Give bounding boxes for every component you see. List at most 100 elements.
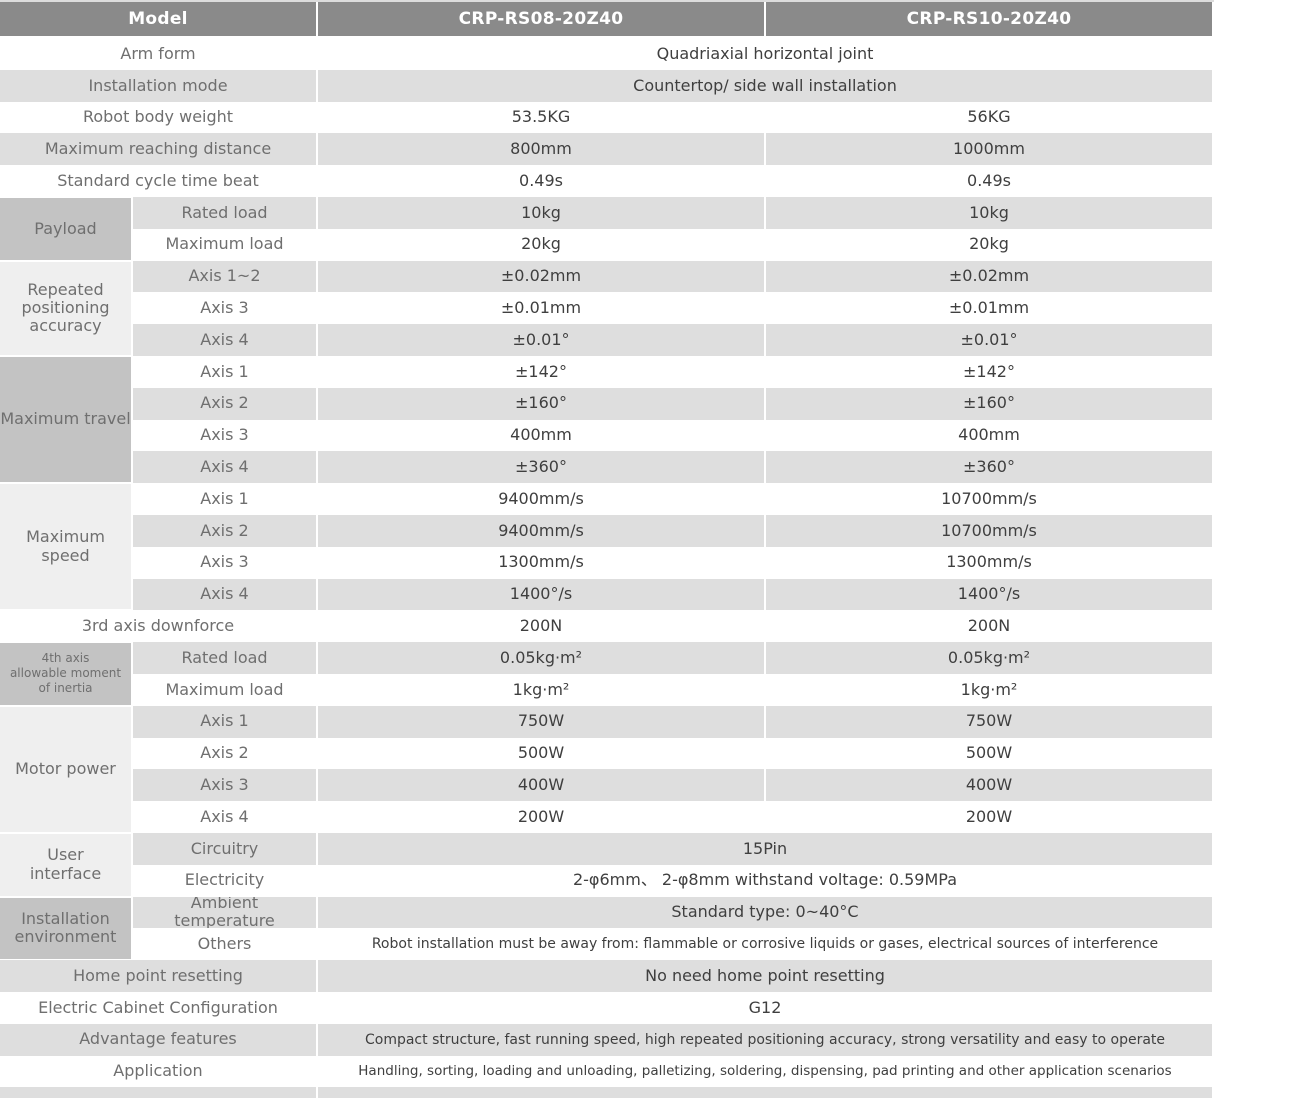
value-cell: 15Pin [318,832,1212,865]
sub-label-cell: Axis 2 [200,743,249,763]
value-cell: 400W [766,769,1212,802]
value-cell: 9400mm/s [498,488,584,508]
value-cell: 9400mm/s [318,514,764,547]
value-cell: 500W [517,743,565,763]
group-label-cell: Installation environment [0,896,131,961]
row-label-cell: Standard cycle time beat [57,170,259,190]
sub-label-cell: Axis 4 [133,324,316,356]
value-cell: 200N [967,616,1011,636]
value-cell: 200W [517,806,565,826]
sub-label-cell: Axis 1 [200,361,249,381]
sub-label-cell: Rated load [133,196,316,229]
value-cell: 1300mm/s [498,552,584,572]
group-label-cell: Maximum speed [0,483,131,611]
value-cell: 1kg·m² [512,679,570,699]
value-cell: 10kg [318,196,764,229]
value-cell: 800mm [318,133,764,166]
sub-label-cell: Maximum load [165,679,284,699]
value-cell: G12 [748,997,782,1017]
group-label-cell: Repeated positioning accuracy [0,260,131,356]
sub-label-cell: Maximum load [165,234,284,254]
header-cell-model-b: CRP-RS10-20Z40 [766,2,1212,36]
value-cell: 750W [318,705,764,738]
row-label-cell: Robot body weight [82,107,234,127]
sub-label-cell: Axis 2 [133,387,316,420]
value-cell: ±360° [318,451,764,484]
sub-label-cell: Ambient temperature [133,896,316,929]
value-cell: 2-φ6mm、 2-φ8mm withstand voltage: 0.59MP… [572,870,958,890]
value-cell: ±0.02mm [318,260,764,293]
group-label-cell: Maximum travel [0,355,131,484]
value-cell: Robot installation must be away from: fl… [371,936,1159,953]
sub-label-cell: Axis 1~2 [133,260,316,293]
value-cell: 1000mm [766,133,1212,166]
row-label-cell: Advantage features [0,1023,316,1056]
value-cell: 0.49s [967,170,1011,190]
header-cell-model-a: CRP-RS08-20Z40 [318,2,764,36]
value-cell: ±142° [963,361,1015,381]
value-cell: 0.49s [519,170,563,190]
value-cell: ±160° [766,387,1212,420]
row-label-cell: Application [113,1061,203,1081]
sub-label-cell: Axis 1 [200,488,249,508]
value-cell: ±0.02mm [766,260,1212,293]
sub-label-cell: Axis 3 [200,298,249,318]
value-cell: Compact structure, fast running speed, h… [318,1023,1212,1056]
value-cell: 0.05kg·m² [766,642,1212,674]
sub-label-cell: Axis 1 [133,705,316,738]
sub-label-cell: Axis 2 [133,514,316,547]
row-label-cell: Home point resetting [0,960,316,992]
row-label-cell: Maximum reaching distance [0,133,316,166]
group-label-cell: Payload [0,196,131,261]
value-cell: 400mm [958,425,1020,445]
spec-table: Model CRP-RS08-20Z40 CRP-RS10-20Z40 Arm … [0,0,1214,1098]
sub-label-cell: Rated load [133,642,316,674]
row-label-cell: 3rd axis downforce [81,616,235,636]
value-cell [318,1087,1212,1098]
value-cell: Handling, sorting, loading and unloading… [358,1062,1172,1079]
value-cell: 1400°/s [766,578,1212,611]
value-cell: 750W [766,705,1212,738]
value-cell: Quadriaxial horizontal joint [656,43,874,63]
group-label-cell: User interface [0,832,131,897]
group-label-cell: 4th axis allowable moment of inertia [0,642,131,706]
value-cell: 56KG [967,107,1011,127]
sub-label-cell: Axis 4 [133,578,316,611]
sub-label-cell: Axis 3 [200,425,249,445]
table-header-row: Model CRP-RS08-20Z40 CRP-RS10-20Z40 [0,2,1214,36]
value-cell: Countertop/ side wall installation [318,69,1212,102]
value-cell: 10700mm/s [941,488,1037,508]
row-label-cell: Arm form [120,43,196,63]
value-cell: ±0.01° [318,324,764,356]
sub-label-cell: Axis 3 [200,552,249,572]
value-cell: Standard type: 0~40°C [318,896,1212,929]
spec-table-body: Arm form Quadriaxial horizontal joint Inst… [0,38,1214,1098]
row-label-cell: Installation mode [0,69,316,102]
value-cell: 20kg [969,234,1009,254]
value-cell: 53.5KG [511,107,571,127]
value-cell: ±0.01mm [948,298,1030,318]
header-cell-model: Model [0,2,316,36]
value-cell: ±160° [318,387,764,420]
value-cell: 400W [318,769,764,802]
value-cell: No need home point resetting [318,960,1212,992]
sub-label-cell: Axis 4 [200,806,249,826]
sub-label-cell: Circuitry [133,832,316,865]
group-label-cell: Motor power [0,705,131,833]
value-cell: 10kg [766,196,1212,229]
row-label-cell [0,1087,316,1098]
value-cell: 400mm [510,425,572,445]
value-cell: ±0.01° [766,324,1212,356]
value-cell: 1kg·m² [960,679,1018,699]
value-cell: 200W [965,806,1013,826]
value-cell: ±0.01mm [500,298,582,318]
value-cell: 10700mm/s [766,514,1212,547]
value-cell: 1400°/s [318,578,764,611]
sub-label-cell: Others [197,934,252,954]
value-cell: 1300mm/s [946,552,1032,572]
value-cell: 20kg [521,234,561,254]
row-label-cell: Electric Cabinet Configuration [38,997,278,1017]
value-cell: 0.05kg·m² [318,642,764,674]
sub-label-cell: Axis 3 [133,769,316,802]
sub-label-cell: Axis 4 [133,451,316,484]
